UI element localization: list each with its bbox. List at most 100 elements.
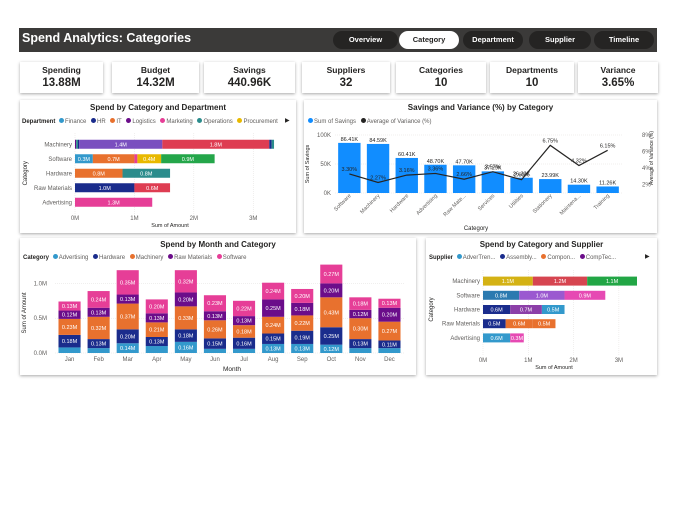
column-segment bbox=[262, 333, 285, 344]
month-label: Dec bbox=[384, 357, 395, 363]
x-tick-label: 0M bbox=[479, 358, 487, 364]
legend-next-arrow-icon[interactable]: ▶ bbox=[285, 118, 290, 124]
kpi-label: Variance bbox=[600, 65, 636, 75]
column-segment bbox=[87, 339, 110, 349]
savings-bar bbox=[567, 184, 591, 193]
data-label: 1.8M bbox=[210, 142, 223, 148]
nav-category-button[interactable]: Category bbox=[399, 31, 459, 49]
chart-month-category: 0.0M 0.5M 1.0M Sum of Amount Month 0.18M 0.23M… bbox=[22, 264, 404, 373]
x-tick-label: 0M bbox=[71, 216, 79, 222]
legend-item-machinery[interactable]: Machinery bbox=[129, 254, 163, 261]
column-segment bbox=[378, 340, 401, 349]
data-label: 0.13M bbox=[91, 342, 107, 348]
chart-legend: Supplier AdverTren... Assembly... Compon… bbox=[429, 254, 619, 261]
legend-item-advertising[interactable]: Advertising bbox=[52, 254, 88, 261]
data-label: 0.13M bbox=[149, 340, 165, 346]
data-label: 0.15M bbox=[265, 337, 281, 343]
legend-item-assembly[interactable]: Assembly... bbox=[500, 254, 537, 261]
data-label: 0.13M bbox=[120, 297, 136, 303]
month-label: Nov bbox=[355, 357, 366, 363]
nav-overview-button[interactable]: Overview bbox=[333, 31, 398, 49]
data-label: 0.6M bbox=[490, 336, 503, 342]
data-label: 0.24M bbox=[265, 323, 281, 329]
data-label: 0.13M bbox=[207, 314, 223, 320]
category-label: Hardware bbox=[454, 308, 481, 314]
legend-item-hr[interactable]: HR bbox=[91, 118, 106, 125]
column-segment bbox=[116, 303, 139, 330]
data-label: 0.32M bbox=[91, 326, 107, 332]
chart-title: Spend by Month and Category bbox=[160, 240, 276, 249]
column-segment bbox=[116, 329, 139, 344]
legend-item-savings[interactable]: Sum of Savings bbox=[308, 118, 356, 125]
data-label: 0.18M bbox=[236, 329, 252, 335]
legend-item-logistics[interactable]: Logistics bbox=[126, 118, 156, 125]
data-label: 0.3M bbox=[78, 157, 91, 163]
column-segment bbox=[87, 307, 110, 317]
month-label: Jul bbox=[240, 357, 248, 363]
header-bar: Spend Analytics: Categories Overview Cat… bbox=[19, 28, 657, 52]
column-segment bbox=[58, 347, 81, 353]
chart-legend: Department Finance HR IT Logistics Marke… bbox=[22, 118, 281, 125]
variance-label: 3.57% bbox=[485, 165, 501, 171]
legend-item-operations[interactable]: Operations bbox=[197, 118, 233, 125]
data-label: 0.13M bbox=[91, 310, 107, 316]
data-label: 0.37M bbox=[120, 314, 136, 320]
column-segment bbox=[262, 316, 285, 334]
legend-item-software[interactable]: Software bbox=[216, 254, 246, 261]
column-segment bbox=[349, 348, 372, 353]
nav-department-button[interactable]: Department bbox=[463, 31, 523, 49]
category-label: Stationery bbox=[532, 193, 554, 215]
kpi-label: Categories bbox=[419, 65, 463, 75]
legend-item-compon[interactable]: Compon... bbox=[541, 254, 575, 261]
bar-segment bbox=[587, 276, 637, 286]
panel-category-department: Spend by Category and Department Departm… bbox=[20, 100, 296, 233]
category-label: Advertising bbox=[415, 193, 438, 216]
kpi-label: Suppliers bbox=[326, 65, 366, 75]
x-tick-label: 2M bbox=[569, 358, 577, 364]
data-label: 0.13M bbox=[62, 304, 78, 310]
y-tick-label: 0K bbox=[324, 191, 331, 197]
bar-segment bbox=[122, 168, 171, 178]
legend-item-comptec[interactable]: CompTec... bbox=[579, 254, 616, 261]
x-tick-label: 3M bbox=[615, 358, 623, 364]
column-segment bbox=[58, 310, 81, 319]
column-segment bbox=[291, 343, 314, 353]
legend-item-hardware[interactable]: Hardware bbox=[93, 254, 125, 261]
data-label: 0.16M bbox=[236, 341, 252, 347]
legend-item-finance[interactable]: Finance bbox=[59, 118, 86, 125]
bar-segment bbox=[532, 276, 588, 286]
legend-item-procurement[interactable]: Procurement bbox=[237, 118, 278, 125]
legend-item-variance[interactable]: Average of Variance (%) bbox=[360, 118, 432, 125]
kpi-card-savings: Savings 440.96K bbox=[204, 62, 295, 93]
data-label: 0.18M bbox=[178, 334, 194, 340]
data-label: 0.6M bbox=[490, 308, 503, 314]
legend-item-marketing[interactable]: Marketing bbox=[160, 118, 193, 125]
chart-title: Savings and Variance (%) by Category bbox=[407, 103, 554, 112]
category-label: Hardware bbox=[389, 193, 410, 214]
nav-supplier-button[interactable]: Supplier bbox=[529, 31, 591, 49]
y2-tick-label: 8% bbox=[642, 133, 651, 139]
panel-savings-variance: Savings and Variance (%) by Category Sum… bbox=[304, 100, 657, 233]
x-tick-label: 2M bbox=[190, 216, 198, 222]
savings-label: 86.41K bbox=[341, 137, 359, 143]
savings-label: 11.26K bbox=[599, 180, 616, 186]
data-label: 1.4M bbox=[115, 142, 128, 148]
nav-timeline-button[interactable]: Timeline bbox=[594, 31, 654, 49]
bar-segment bbox=[269, 139, 272, 149]
data-label: 0.13M bbox=[149, 316, 165, 322]
column-segment bbox=[262, 299, 285, 317]
variance-label: 3.16% bbox=[399, 168, 415, 174]
legend-item-advertren[interactable]: AdverTren... bbox=[456, 254, 495, 261]
chart-title: Spend by Category and Department bbox=[89, 103, 227, 112]
legend-item-raw-materials[interactable]: Raw Materials bbox=[168, 254, 212, 261]
bar-segment bbox=[483, 290, 520, 300]
column-segment bbox=[291, 315, 314, 331]
legend-item-it[interactable]: IT bbox=[110, 118, 122, 125]
column-segment bbox=[87, 348, 110, 353]
legend-next-arrow-icon[interactable]: ▶ bbox=[645, 254, 650, 260]
data-label: 0.8M bbox=[495, 293, 508, 299]
legend-title: Department bbox=[22, 118, 56, 125]
data-label: 0.18M bbox=[62, 339, 78, 345]
data-label: 0.22M bbox=[236, 306, 252, 312]
x-axis-title: Category bbox=[464, 226, 488, 232]
